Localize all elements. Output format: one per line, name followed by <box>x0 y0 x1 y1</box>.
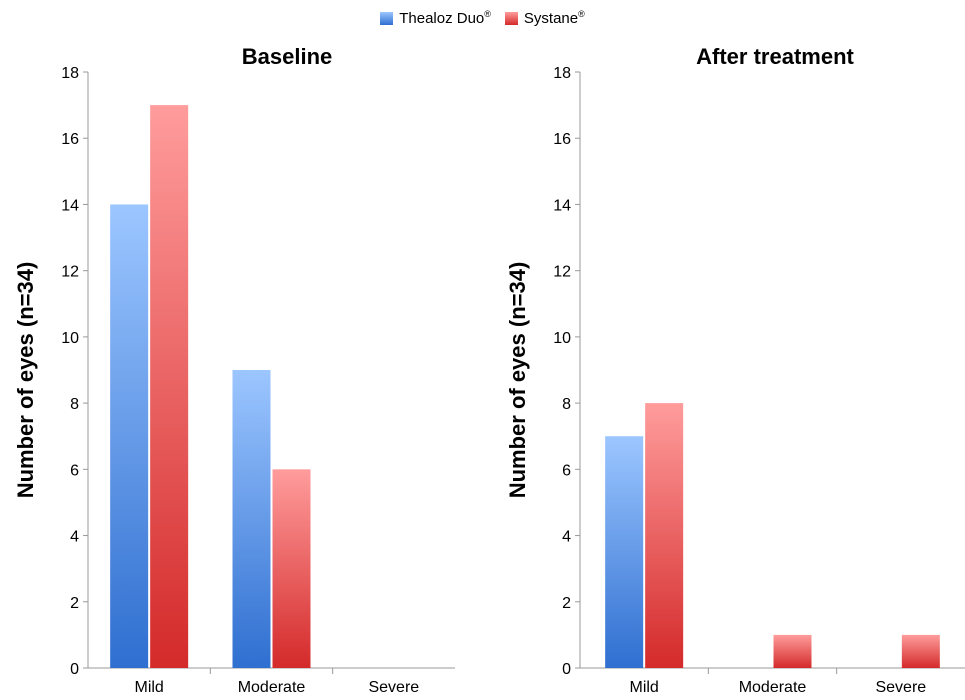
panel-title: Baseline <box>242 44 333 69</box>
y-tick-label: 12 <box>61 264 79 281</box>
y-tick-label: 4 <box>562 529 571 546</box>
y-tick-label: 14 <box>61 197 79 214</box>
x-tick-label: Severe <box>368 679 419 696</box>
y-tick-label: 0 <box>70 661 79 678</box>
x-tick-label: Mild <box>629 679 658 696</box>
chart-panel-0: Baseline Number of eyes (n=34) 0 2 4 6 8 10 12 14… <box>13 44 455 696</box>
y-tick-label: 14 <box>553 197 571 214</box>
y-tick-label: 18 <box>61 65 79 82</box>
legend-swatch-red <box>504 11 518 25</box>
y-axis-title: Number of eyes (n=34) <box>505 262 530 499</box>
x-tick-label: Mild <box>134 679 163 696</box>
y-tick-label: 16 <box>61 131 79 148</box>
y-tick-label: 18 <box>553 65 571 82</box>
chart-panel-1: After treatment Number of eyes (n=34) 0 2 4 6… <box>505 44 965 696</box>
legend-label-thealoz: Thealoz Duo® <box>399 9 491 27</box>
x-tick-label: Moderate <box>739 679 807 696</box>
y-tick-label: 2 <box>562 595 571 612</box>
bar-thealoz-mild <box>110 204 149 668</box>
legend-swatch-blue <box>380 11 394 25</box>
y-tick-label: 12 <box>553 264 571 281</box>
bar-thealoz-mild <box>605 436 644 668</box>
x-tick-label: Severe <box>875 679 926 696</box>
bar-systane-mild <box>645 403 684 668</box>
y-tick-label: 0 <box>562 661 571 678</box>
y-tick-label: 8 <box>562 396 571 413</box>
y-axis-title: Number of eyes (n=34) <box>13 262 38 499</box>
legend-item-systane: Systane® <box>504 9 585 27</box>
y-tick-label: 2 <box>70 595 79 612</box>
y-tick-label: 10 <box>553 330 571 347</box>
bar-systane-mild <box>150 105 189 669</box>
bar-systane-moderate <box>773 634 812 668</box>
x-tick-label: Moderate <box>238 679 306 696</box>
panel-title: After treatment <box>696 44 854 69</box>
y-tick-label: 6 <box>562 462 571 479</box>
legend-item-thealoz: Thealoz Duo® <box>380 9 491 27</box>
bar-systane-severe <box>901 634 940 668</box>
legend-label-systane: Systane® <box>523 9 585 27</box>
y-tick-label: 8 <box>70 396 79 413</box>
bar-systane-moderate <box>272 469 311 668</box>
y-tick-label: 4 <box>70 529 79 546</box>
y-tick-label: 10 <box>61 330 79 347</box>
y-tick-label: 6 <box>70 462 79 479</box>
y-tick-label: 16 <box>553 131 571 148</box>
chart-legend: Thealoz Duo® Systane® <box>0 6 965 30</box>
bar-thealoz-moderate <box>232 370 271 668</box>
